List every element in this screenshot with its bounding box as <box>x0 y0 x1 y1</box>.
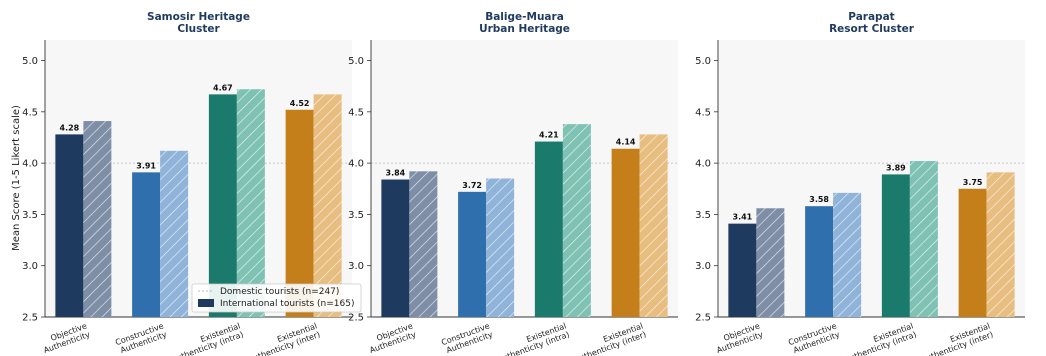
data-label: 3.58 <box>809 195 829 204</box>
x-tick-label: ConstructiveAuthenticity <box>787 321 841 355</box>
data-label: 4.14 <box>616 138 636 147</box>
bar-international <box>805 206 834 317</box>
legend-international-swatch <box>198 299 214 307</box>
bar-international <box>728 223 757 317</box>
bar-international <box>458 191 487 317</box>
y-tick-label: 2.5 <box>348 313 364 324</box>
x-tick-label: ExistentialAuthenticity (inter) <box>244 321 322 356</box>
x-tick-label: ExistentialAuthenticity (inter) <box>570 321 648 356</box>
bar-international <box>534 141 563 317</box>
bar-international <box>958 188 987 317</box>
data-label: 3.41 <box>733 213 753 222</box>
x-tick-label: ExistentialAuthenticity (inter) <box>917 321 995 356</box>
bar-domestic <box>986 172 1015 317</box>
data-label: 4.67 <box>213 83 233 92</box>
data-label: 3.75 <box>963 178 983 187</box>
data-label: 4.28 <box>60 123 80 132</box>
y-tick-label: 3.0 <box>348 261 364 272</box>
bar-international <box>381 179 410 317</box>
y-tick-label: 4.5 <box>695 107 711 118</box>
y-tick-label: 2.5 <box>695 313 711 324</box>
bar-domestic <box>313 94 342 317</box>
bar-international <box>132 172 161 317</box>
x-tick-label: ObjectiveAuthenticity <box>712 321 764 355</box>
data-label: 3.84 <box>386 169 406 178</box>
bar-domestic <box>909 161 938 317</box>
y-tick-label: 5.0 <box>22 56 38 67</box>
bar-international <box>611 148 640 317</box>
data-label: 4.52 <box>290 99 310 108</box>
x-tick-label: ConstructiveAuthenticity <box>440 321 494 355</box>
bar-international <box>208 94 237 317</box>
data-label: 3.72 <box>462 181 482 190</box>
x-tick-label: ExistentialAuthenticity (intra) <box>840 321 918 356</box>
chart-title: Parapat <box>848 11 894 23</box>
chart-title: Cluster <box>177 23 220 35</box>
y-tick-label: 3.0 <box>695 261 711 272</box>
chart-title: Balige-Muara <box>485 11 564 23</box>
data-label: 4.21 <box>539 131 559 140</box>
chart-panel-1: 2.5 3.0 3.5 4.0 4.5 5.0 Samosir HeritageCluste… <box>22 11 352 356</box>
y-tick-label: 2.5 <box>22 313 38 324</box>
y-tick-label: 3.5 <box>695 210 711 221</box>
chart-title: Samosir Heritage <box>147 11 250 23</box>
bar-international <box>55 134 84 317</box>
y-tick-label: 3.5 <box>22 210 38 221</box>
y-tick-label: 4.0 <box>22 159 38 170</box>
data-label: 3.91 <box>136 161 156 170</box>
chart-panels: 2.5 3.0 3.5 4.0 4.5 5.0 Samosir HeritageCluste… <box>22 11 1025 356</box>
chart-title: Resort Cluster <box>829 23 915 35</box>
x-tick-label: ObjectiveAuthenticity <box>39 321 91 355</box>
y-axis-label: Mean Score (1-5 Likert scale) <box>11 105 22 251</box>
bar-domestic <box>160 150 189 317</box>
x-tick-label: ExistentialAuthenticity (intra) <box>493 321 571 356</box>
legend-international-label: International tourists (n=165) <box>220 299 354 309</box>
y-tick-label: 5.0 <box>695 56 711 67</box>
legend-box <box>191 283 362 313</box>
y-tick-label: 5.0 <box>348 56 364 67</box>
x-tick-label: ObjectiveAuthenticity <box>365 321 417 355</box>
bar-domestic <box>236 89 265 317</box>
bar-domestic <box>756 208 785 317</box>
y-tick-label: 4.0 <box>695 159 711 170</box>
bar-domestic <box>409 171 438 317</box>
legend: Domestic tourists (n=247) International … <box>191 283 362 313</box>
data-label: 3.89 <box>886 163 906 172</box>
x-tick-label: ExistentialAuthenticity (intra) <box>167 321 245 356</box>
y-tick-label: 4.5 <box>348 107 364 118</box>
bar-domestic <box>486 178 515 317</box>
y-tick-label: 3.5 <box>348 210 364 221</box>
bar-domestic <box>83 121 112 317</box>
chart-title: Urban Heritage <box>479 23 570 35</box>
y-tick-label: 4.5 <box>22 107 38 118</box>
bar-domestic <box>562 124 591 318</box>
x-tick-label: ConstructiveAuthenticity <box>114 321 168 355</box>
legend-domestic-label: Domestic tourists (n=247) <box>220 287 339 297</box>
bar-international <box>285 109 314 317</box>
bar-domestic <box>639 134 668 317</box>
y-tick-label: 3.0 <box>22 261 38 272</box>
bar-domestic <box>833 192 862 317</box>
y-tick-label: 4.0 <box>348 159 364 170</box>
bar-international <box>881 174 910 317</box>
